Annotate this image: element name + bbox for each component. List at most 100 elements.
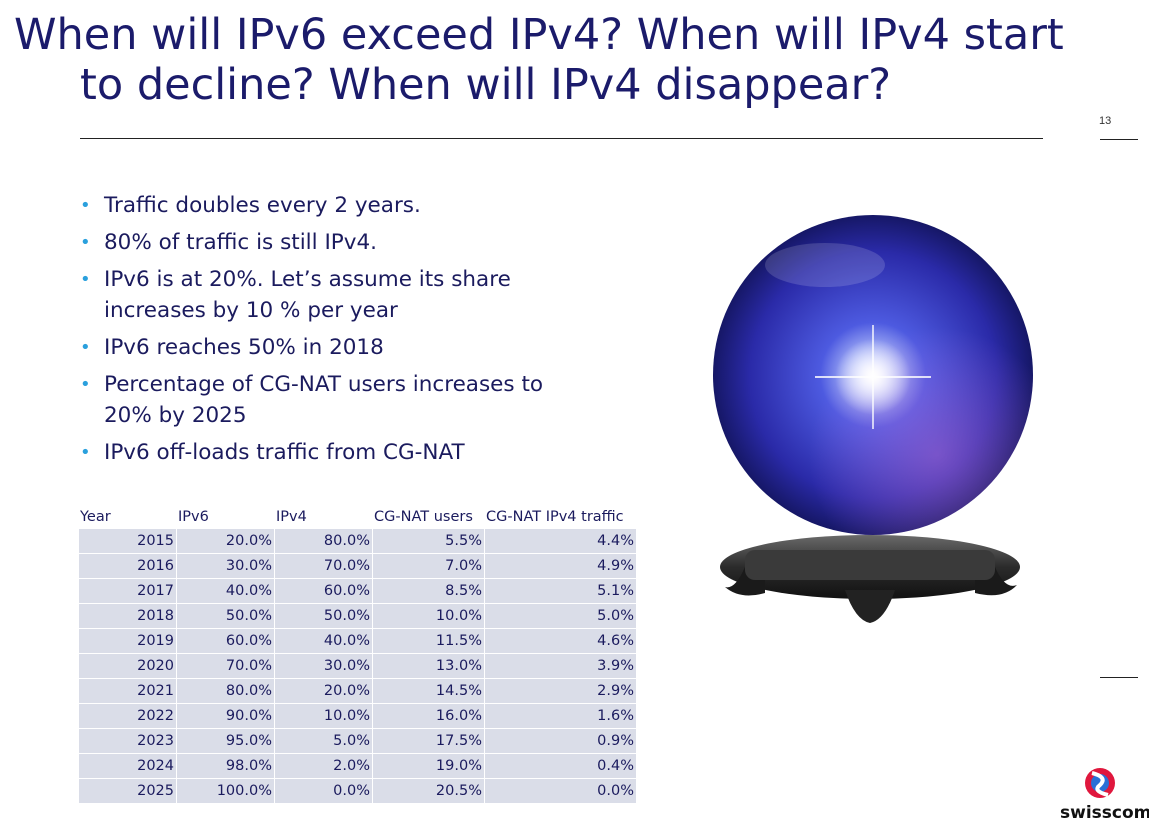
table-cell: 40.0%	[177, 579, 275, 604]
title-divider	[80, 138, 1043, 139]
table-cell: 4.9%	[485, 554, 637, 579]
bullet-text: 80% of traffic is still IPv4.	[104, 230, 378, 255]
header-cgnat-users: CG-NAT users	[373, 504, 485, 529]
table-cell: 2.0%	[275, 754, 373, 779]
table-row: 2019 60.0% 40.0% 11.5% 4.6%	[79, 629, 637, 654]
table-cell: 30.0%	[177, 554, 275, 579]
table-cell: 0.0%	[485, 779, 637, 804]
table-cell: 5.1%	[485, 579, 637, 604]
bullet-text: Traffic doubles every 2 years.	[104, 193, 421, 218]
table-row: 2024 98.0% 2.0% 19.0% 0.4%	[79, 754, 637, 779]
table-cell: 2019	[79, 629, 177, 654]
table-cell: 0.9%	[485, 729, 637, 754]
table-row: 2016 30.0% 70.0% 7.0% 4.9%	[79, 554, 637, 579]
logo-wordmark: swisscom	[1060, 803, 1149, 823]
projection-table: Year IPv6 IPv4 CG-NAT users CG-NAT IPv4 …	[79, 504, 637, 804]
table-cell: 2018	[79, 604, 177, 629]
table-cell: 100.0%	[177, 779, 275, 804]
table-cell: 4.4%	[485, 529, 637, 554]
table-cell: 0.0%	[275, 779, 373, 804]
table-cell: 13.0%	[373, 654, 485, 679]
header-ipv4: IPv4	[275, 504, 373, 529]
bullet-item: • Traffic doubles every 2 years.	[80, 190, 560, 221]
header-cgnat-traffic: CG-NAT IPv4 traffic	[485, 504, 637, 529]
table-row: 2018 50.0% 50.0% 10.0% 5.0%	[79, 604, 637, 629]
table-cell: 11.5%	[373, 629, 485, 654]
table-body: 2015 20.0% 80.0% 5.5% 4.4% 2016 30.0% 70.0% 7.0%…	[79, 529, 637, 804]
bullet-item: • IPv6 reaches 50% in 2018	[80, 332, 560, 363]
bullet-text: IPv6 is at 20%. Let’s assume its share i…	[104, 267, 511, 323]
table-cell: 70.0%	[275, 554, 373, 579]
swisscom-logo: swisscom	[1060, 765, 1149, 825]
bullet-dot-icon: •	[80, 442, 91, 463]
table-cell: 2016	[79, 554, 177, 579]
table-cell: 70.0%	[177, 654, 275, 679]
table-row: 2022 90.0% 10.0% 16.0% 1.6%	[79, 704, 637, 729]
table-cell: 2024	[79, 754, 177, 779]
table-cell: 5.0%	[485, 604, 637, 629]
table-cell: 20.0%	[177, 529, 275, 554]
table-cell: 98.0%	[177, 754, 275, 779]
slide-title-line2: to decline? When will IPv4 disappear?	[80, 60, 892, 110]
header-ipv6: IPv6	[177, 504, 275, 529]
table-cell: 10.0%	[373, 604, 485, 629]
page-number: 13	[1099, 115, 1112, 127]
table-cell: 5.5%	[373, 529, 485, 554]
bullet-text: IPv6 off-loads traffic from CG-NAT	[104, 440, 465, 465]
slide-title-line1: When will IPv6 exceed IPv4? When will IP…	[14, 10, 1064, 60]
table-row: 2021 80.0% 20.0% 14.5% 2.9%	[79, 679, 637, 704]
bullet-item: • IPv6 off-loads traffic from CG-NAT	[80, 437, 560, 468]
table-cell: 2023	[79, 729, 177, 754]
table-cell: 4.6%	[485, 629, 637, 654]
table-row: 2015 20.0% 80.0% 5.5% 4.4%	[79, 529, 637, 554]
table-cell: 2025	[79, 779, 177, 804]
bullet-list: • Traffic doubles every 2 years. • 80% of …	[80, 190, 560, 474]
table-cell: 40.0%	[275, 629, 373, 654]
table-cell: 30.0%	[275, 654, 373, 679]
table-cell: 19.0%	[373, 754, 485, 779]
table-cell: 2015	[79, 529, 177, 554]
table-cell: 50.0%	[275, 604, 373, 629]
table-row: 2017 40.0% 60.0% 8.5% 5.1%	[79, 579, 637, 604]
orb-highlight	[765, 243, 885, 287]
table-cell: 1.6%	[485, 704, 637, 729]
table-header-row: Year IPv6 IPv4 CG-NAT users CG-NAT IPv4 …	[79, 504, 637, 529]
table-cell: 14.5%	[373, 679, 485, 704]
header-year: Year	[79, 504, 177, 529]
bullet-dot-icon: •	[80, 269, 91, 290]
bullet-item: • Percentage of CG-NAT users increases to…	[80, 369, 560, 431]
table-cell: 20.0%	[275, 679, 373, 704]
table-cell: 2.9%	[485, 679, 637, 704]
table-cell: 7.0%	[373, 554, 485, 579]
table-cell: 20.5%	[373, 779, 485, 804]
table-cell: 2021	[79, 679, 177, 704]
bullet-text: IPv6 reaches 50% in 2018	[104, 335, 384, 360]
side-rule-top	[1100, 139, 1138, 140]
table-cell: 50.0%	[177, 604, 275, 629]
table-cell: 16.0%	[373, 704, 485, 729]
table-cell: 8.5%	[373, 579, 485, 604]
bullet-text: Percentage of CG-NAT users increases to …	[104, 372, 544, 428]
table-cell: 3.9%	[485, 654, 637, 679]
crystal-ball-image	[713, 215, 1033, 623]
table-cell: 80.0%	[177, 679, 275, 704]
table-cell: 80.0%	[275, 529, 373, 554]
stand-foot	[845, 590, 895, 623]
bullet-dot-icon: •	[80, 374, 91, 395]
table-cell: 5.0%	[275, 729, 373, 754]
table-cell: 95.0%	[177, 729, 275, 754]
bullet-dot-icon: •	[80, 232, 91, 253]
bullet-dot-icon: •	[80, 337, 91, 358]
table-cell: 10.0%	[275, 704, 373, 729]
swisscom-logo-icon	[1085, 768, 1115, 798]
slide-title: When will IPv6 exceed IPv4? When will IP…	[14, 10, 1074, 110]
side-rule-bottom	[1100, 677, 1138, 678]
stand-band	[745, 550, 995, 580]
table-cell: 2020	[79, 654, 177, 679]
table-cell: 60.0%	[177, 629, 275, 654]
table-cell: 2017	[79, 579, 177, 604]
table-cell: 60.0%	[275, 579, 373, 604]
table-cell: 2022	[79, 704, 177, 729]
bullet-dot-icon: •	[80, 195, 91, 216]
bullet-item: • IPv6 is at 20%. Let’s assume its share …	[80, 264, 560, 326]
